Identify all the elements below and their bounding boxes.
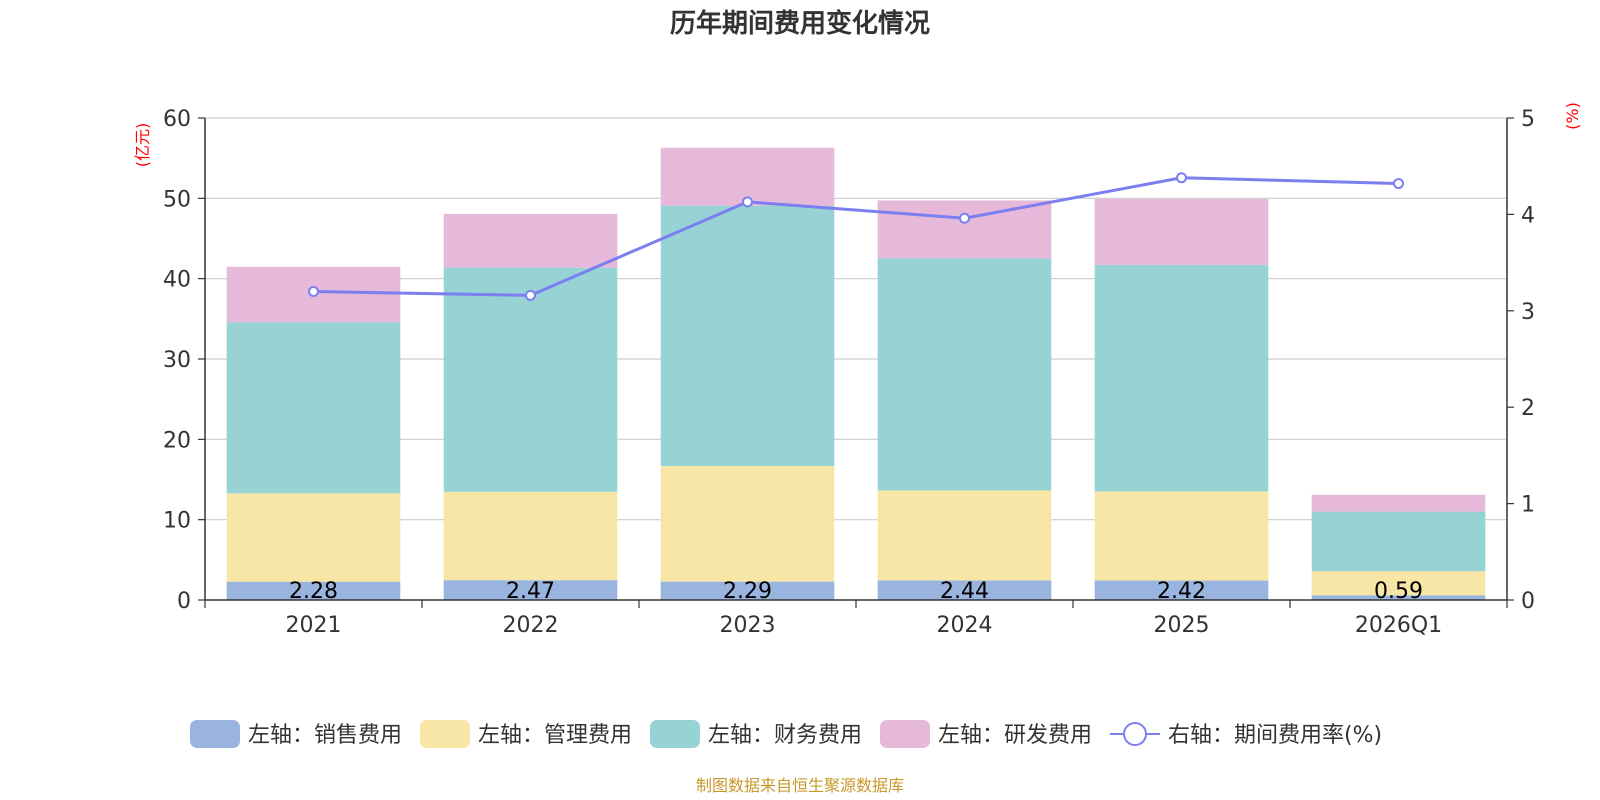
bar-segment-3 xyxy=(660,205,835,466)
left-axis-tick-label: 30 xyxy=(163,348,191,373)
legend[interactable]: 左轴：销售费用 左轴：管理费用 左轴：财务费用 左轴：研发费用 右轴：期间费用率(%) xyxy=(190,720,1382,748)
legend-label: 右轴：期间费用率(%) xyxy=(1168,723,1382,748)
bar-segment-2 xyxy=(877,490,1052,581)
bar-segment-1 xyxy=(226,581,401,600)
legend-item-1[interactable]: 左轴：销售费用 xyxy=(190,720,402,748)
bar-segment-2 xyxy=(443,491,618,581)
right-axis-unit: (%) xyxy=(1563,102,1582,130)
bar-segment-2 xyxy=(660,465,835,582)
bar-segment-4 xyxy=(1094,198,1269,265)
bars xyxy=(226,147,1486,600)
legend-label: 左轴：研发费用 xyxy=(938,723,1092,748)
right-axis-tick-label: 5 xyxy=(1521,107,1535,132)
left-axis-tick-label: 50 xyxy=(163,187,191,212)
bar-segment-4 xyxy=(443,213,618,268)
source-note: 制图数据来自恒生聚源数据库 xyxy=(696,776,904,795)
legend-swatch xyxy=(650,720,700,748)
data-label: 2.42 xyxy=(1157,579,1206,604)
bar-segment-4 xyxy=(1311,494,1486,512)
data-label: 2.29 xyxy=(723,579,772,604)
bar-segment-1 xyxy=(1311,595,1486,600)
rate-point xyxy=(308,286,319,298)
bar-segment-4 xyxy=(877,200,1052,259)
data-labels: 2.28 2.47 2.29 2.44 2.42 0.59 xyxy=(289,579,1423,604)
right-axis-tick-label: 1 xyxy=(1521,493,1535,518)
chart-title: 历年期间费用变化情况 xyxy=(670,8,930,39)
bar-segment-2 xyxy=(1311,571,1486,596)
rate-point xyxy=(525,289,536,301)
legend-item-3[interactable]: 左轴：财务费用 xyxy=(650,720,862,748)
bar-segment-3 xyxy=(226,322,401,494)
bar-segment-2 xyxy=(226,493,401,582)
x-axis-tick-label: 2023 xyxy=(720,613,776,638)
rate-line-path xyxy=(313,176,1399,297)
x-axis-tick-label: 2022 xyxy=(503,613,559,638)
left-axis-tick-label: 60 xyxy=(163,107,191,132)
right-axis-tick-label: 4 xyxy=(1521,203,1535,228)
left-axis-unit: (亿元) xyxy=(133,123,152,168)
bar-segment-1 xyxy=(443,580,618,600)
legend-label: 左轴：财务费用 xyxy=(708,723,862,748)
right-axis-tick-label: 3 xyxy=(1521,300,1535,325)
legend-swatch xyxy=(190,720,240,748)
bar-segment-3 xyxy=(1094,264,1269,492)
x-axis-tick-label: 2026Q1 xyxy=(1355,613,1442,638)
rate-point xyxy=(742,196,753,208)
data-label: 2.28 xyxy=(289,579,338,604)
bar-segment-4 xyxy=(660,147,835,206)
rate-point xyxy=(1393,178,1404,190)
legend-label: 左轴：销售费用 xyxy=(248,723,402,748)
data-label: 0.59 xyxy=(1374,579,1423,604)
bar-segment-1 xyxy=(877,580,1052,600)
rate-point xyxy=(1176,172,1187,184)
right-axis-tick-label: 0 xyxy=(1521,589,1535,614)
data-label: 2.47 xyxy=(506,579,555,604)
rate-point xyxy=(959,212,970,224)
legend-item-4[interactable]: 左轴：研发费用 xyxy=(880,720,1092,748)
left-axis-tick-label: 0 xyxy=(177,589,191,614)
right-axis-tick-label: 2 xyxy=(1521,396,1535,421)
x-axis-tick-label: 2024 xyxy=(937,613,993,638)
bar-segment-1 xyxy=(660,581,835,600)
bar-segment-1 xyxy=(1094,580,1269,600)
legend-swatch xyxy=(880,720,930,748)
bar-segment-2 xyxy=(1094,491,1269,581)
legend-item-5[interactable]: 右轴：期间费用率(%) xyxy=(1110,722,1382,748)
legend-swatch xyxy=(420,720,470,748)
legend-item-2[interactable]: 左轴：管理费用 xyxy=(420,720,632,748)
left-axis-tick-label: 40 xyxy=(163,268,191,293)
left-axis-tick-label: 20 xyxy=(163,428,191,453)
axes: 0 10 20 30 40 50 60 0 1 2 3 4 5 2021 2022 2023 2024 2025 2… xyxy=(163,107,1535,638)
legend-label: 左轴：管理费用 xyxy=(478,723,632,748)
bar-segment-3 xyxy=(1311,511,1486,572)
x-axis-tick-label: 2021 xyxy=(286,613,342,638)
rate-line xyxy=(308,172,1404,301)
bar-segment-3 xyxy=(877,258,1052,491)
grid xyxy=(205,117,1507,521)
data-label: 2.44 xyxy=(940,579,989,604)
left-axis-tick-label: 10 xyxy=(163,509,191,534)
x-axis-tick-label: 2025 xyxy=(1154,613,1210,638)
bar-segment-3 xyxy=(443,267,618,492)
legend-marker xyxy=(1123,722,1147,746)
